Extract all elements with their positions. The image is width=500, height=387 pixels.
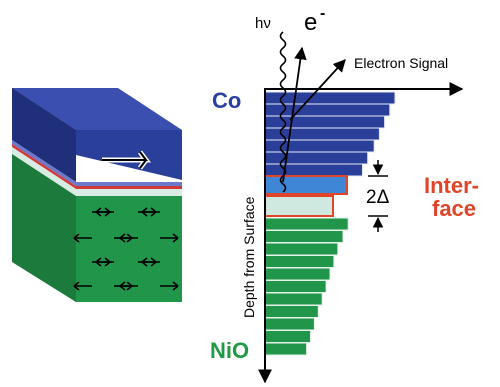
nio-signal-bar (264, 267, 331, 281)
nio-signal-bar (264, 280, 327, 293)
electron-label: e (304, 9, 317, 36)
nio-signal-bar (264, 342, 308, 356)
nio-spin-arrow (73, 281, 92, 291)
nio-spin-arrow (73, 233, 92, 243)
nio-signal-bar (264, 255, 335, 268)
nio-signal-bar (264, 305, 319, 318)
interface-label-line2: face (432, 196, 476, 221)
nio-signal-bar (264, 330, 311, 343)
interface-stripe-pale (12, 147, 182, 196)
nio-spin-arrow (119, 281, 138, 291)
nio-spin-arrow (160, 233, 179, 243)
electron-arrow-1 (282, 46, 307, 183)
nio-signal-bar (264, 217, 349, 231)
co-magnetization-arrow (102, 150, 151, 170)
co-front-face (12, 88, 182, 180)
electron-signal-label: Electron Signal (354, 55, 448, 71)
two-delta-marker (368, 160, 388, 232)
co-left-face (12, 88, 76, 182)
interface-label-line1: Inter- (424, 173, 479, 198)
co-signal-bar (264, 163, 363, 177)
electron-superscript: - (320, 5, 325, 22)
two-delta-label: 2Δ (366, 187, 390, 208)
co-signal-bar (264, 103, 391, 117)
nio-spin-arrow (95, 257, 114, 267)
nio-label: NiO (210, 338, 249, 363)
depth-axis-label: Depth from Surface (241, 196, 257, 318)
nio-spin-arrow (160, 281, 179, 291)
nio-signal-bar (264, 317, 315, 331)
nio-spin-arrow (141, 257, 160, 267)
nio-spin-arrows (73, 207, 179, 291)
nio-signal-bar (264, 292, 323, 306)
depth-profile: hν e - Electron Signal Co NiO Inter- fac… (210, 5, 479, 384)
electron-arrow-2 (289, 59, 346, 121)
interface-stripe-blue (12, 140, 182, 186)
photon-wave (279, 31, 287, 193)
interface-stripe-red (12, 144, 182, 189)
nio-signal-bar (264, 230, 344, 243)
co-top-face (12, 88, 182, 130)
sample-block (12, 88, 182, 302)
interface-box-bottom (264, 195, 334, 217)
co-signal-bar (264, 115, 386, 129)
co-label: Co (212, 88, 241, 113)
interface-box-top (264, 175, 348, 195)
nio-spin-arrow (95, 207, 114, 217)
nio-spin-arrow (119, 233, 138, 243)
nio-spin-arrow (141, 207, 160, 217)
nio-left-face (12, 154, 76, 302)
nio-signal-bar (264, 242, 339, 256)
photon-label: hν (255, 15, 271, 32)
